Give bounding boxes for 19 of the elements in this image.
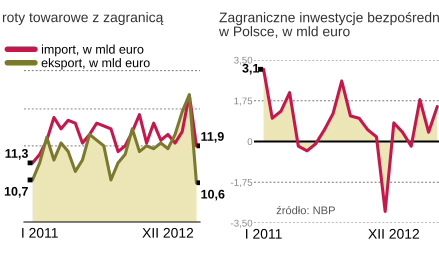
data-label: 11,3 bbox=[6, 149, 28, 160]
legend-label: eksport, w mld euro bbox=[42, 58, 150, 70]
chart-title: roty towarowe z zagranicą bbox=[2, 12, 164, 25]
x-tick-label: XII 2012 bbox=[368, 228, 420, 239]
x-tick-label: XII 2012 bbox=[142, 228, 194, 238]
data-label: 11,9 bbox=[201, 132, 224, 143]
data-label: 3,1 bbox=[242, 64, 260, 74]
data-label: 10,6 bbox=[201, 190, 224, 200]
y-tick-label: -1,75 bbox=[230, 179, 252, 188]
y-tick-label: -3,50 bbox=[230, 220, 252, 228]
y-tick-label: 1,75 bbox=[234, 98, 252, 106]
data-label: 10,7 bbox=[4, 186, 28, 198]
y-tick-label: 3,50 bbox=[234, 56, 252, 65]
legend-label: import, w mld euro bbox=[42, 44, 144, 56]
annotation: źródło: NBP bbox=[276, 206, 335, 214]
x-tick-label: I 2011 bbox=[246, 228, 282, 239]
chart-title: Zagraniczne inwestycje bezpośredn w Polsce, w mld euro bbox=[218, 12, 439, 38]
x-tick-label: I 2011 bbox=[22, 228, 58, 238]
y-tick-label: 0 bbox=[248, 138, 252, 146]
